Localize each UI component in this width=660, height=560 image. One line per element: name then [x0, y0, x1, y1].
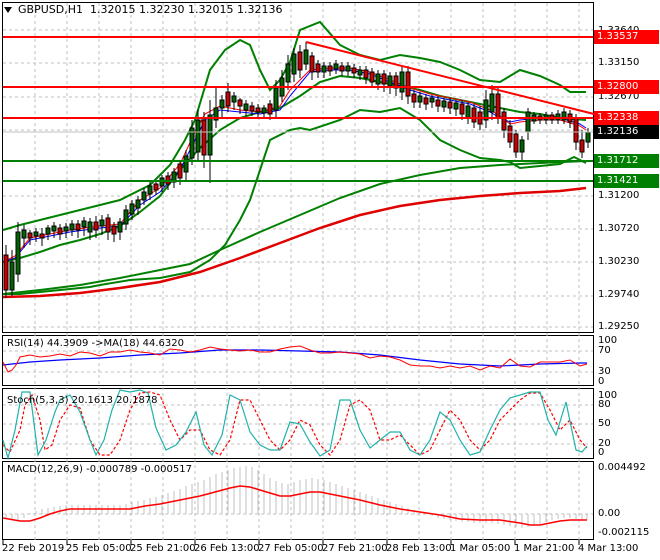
rsi-title: RSI(14) 44.3909 ->MA(18) 44.6320 [7, 338, 184, 349]
stoch-main [2, 389, 588, 461]
time-axis-label: 1 Mar 05:00 [450, 543, 511, 554]
time-axis-label: 27 Feb 21:00 [322, 543, 388, 554]
level-tag-support: 1.31712 [594, 154, 659, 168]
price-axis-label: 1.29740 [598, 289, 640, 300]
time-axis-ticks [2, 540, 580, 545]
rsi-ma-line [2, 349, 587, 367]
price-axis-label: 1.30230 [598, 256, 640, 267]
horizontal-levels[interactable] [3, 36, 593, 182]
macd-axis-label: 0.004492 [598, 462, 646, 473]
symbol-label: GBPUSD,H1 [18, 3, 83, 16]
time-axis-label: 4 Mar 13:00 [578, 543, 639, 554]
grid-vertical [34, 3, 580, 540]
price-axis-label: 1.30720 [598, 223, 640, 234]
time-axis-label: 25 Feb 05:00 [66, 543, 132, 554]
low-price: 1.32015 [187, 3, 234, 16]
bollinger-mid [2, 74, 587, 263]
panel-borders [2, 2, 594, 540]
high-price: 1.32230 [138, 3, 185, 16]
stoch-axis-label: 50 [598, 418, 611, 429]
time-axis-label: 27 Feb 05:00 [258, 543, 324, 554]
macd-axis-label: -0.002115 [598, 527, 650, 538]
stoch-axis-label: 80 [598, 399, 611, 410]
close-price: 1.32136 [236, 3, 283, 16]
time-axis-label: 25 Feb 21:00 [130, 543, 196, 554]
trendline-resistance[interactable] [305, 41, 595, 115]
dropdown-triangle-icon[interactable] [4, 7, 12, 13]
rsi-axis-label: 70 [598, 345, 611, 356]
macd-signal [2, 485, 587, 526]
rsi-line [2, 345, 588, 373]
rsi-axis-label: 30 [598, 366, 611, 377]
macd-title: MACD(12,26,9) -0.000789 -0.000517 [7, 464, 192, 475]
stoch-axis-label: 100 [598, 390, 618, 401]
stoch-title: Stoch(5,3,3) 20.1613 20.1878 [7, 395, 158, 406]
price-axis-label: 1.33150 [598, 57, 640, 68]
level-tag-resistance: 1.33537 [594, 30, 659, 44]
level-tag-resistance: 1.32338 [594, 111, 659, 125]
ma-long-green [2, 160, 587, 295]
stoch-signal [2, 391, 588, 456]
macd-histogram [5, 466, 588, 528]
price-axis-label: 1.29250 [598, 321, 640, 332]
level-tag-support: 1.31421 [594, 174, 659, 188]
time-axis-label: 1 Mar 21:00 [514, 543, 575, 554]
current-price-tag: 1.32136 [594, 125, 659, 139]
stoch-axis-label: 0 [598, 447, 605, 458]
price-axis-label: 1.32670 [598, 91, 640, 102]
bollinger-lower [3, 106, 587, 295]
rsi-axis-label: 0 [598, 376, 605, 387]
macd-axis-label: 0.00 [598, 508, 621, 519]
chart-title: GBPUSD,H1 1.32015 1.32230 1.32015 1.3213… [4, 3, 282, 16]
ma-long-red [2, 186, 587, 299]
time-axis-label: 26 Feb 13:00 [194, 543, 260, 554]
open-price: 1.32015 [89, 3, 136, 16]
time-axis-label: 28 Feb 13:00 [386, 543, 452, 554]
time-axis-label: 22 Feb 2019 [2, 543, 65, 554]
level-tag-resistance: 1.32800 [594, 80, 659, 94]
stoch-axis-label: 20 [598, 438, 611, 449]
rsi-axis-label: 100 [598, 335, 618, 346]
price-axis-label: 1.31200 [598, 190, 640, 201]
